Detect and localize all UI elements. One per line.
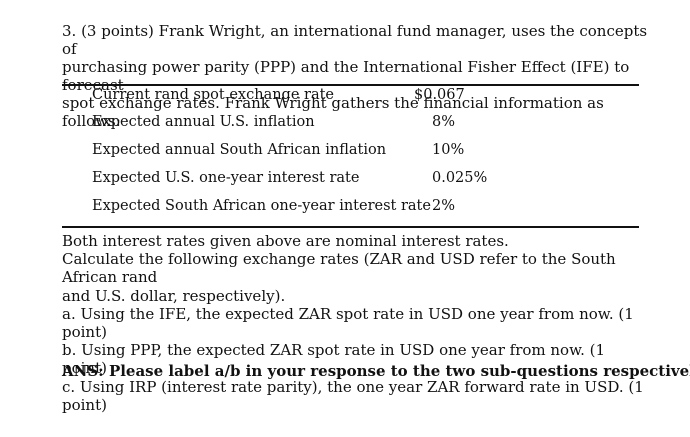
- row-value: $0.067: [414, 87, 465, 103]
- row-value: 0.025%: [432, 170, 488, 186]
- body-line: and U.S. dollar, respectively).: [62, 286, 286, 305]
- intro-line: spot exchange rates. Frank Wright gather…: [62, 94, 604, 130]
- body-line: Calculate the following exchange rates (…: [62, 250, 616, 287]
- row-value: 10%: [432, 142, 465, 158]
- answer-instruction: ANS: Please label a/b in your response t…: [62, 362, 690, 380]
- row-label: Expected U.S. one-year interest rate: [92, 170, 360, 186]
- sub-question-a: a. Using the IFE, the expected ZAR spot …: [62, 304, 634, 342]
- table-row: Expected U.S. one-year interest rate 0.0…: [62, 166, 639, 194]
- sub-question-b: b. Using PPP, the expected ZAR spot rate…: [62, 341, 606, 378]
- financial-info-table: Current rand spot exchange rate $0.067 E…: [62, 84, 639, 228]
- row-value: 2%: [432, 198, 456, 214]
- question-body: Both interest rates given above are nomi…: [62, 232, 654, 414]
- body-line: Both interest rates given above are nomi…: [62, 232, 509, 250]
- table-row: Expected annual U.S. inflation 8%: [62, 110, 639, 138]
- row-label: Current rand spot exchange rate: [92, 87, 335, 103]
- intro-line: 3. (3 points) Frank Wright, an internati…: [62, 22, 648, 58]
- row-label: Expected South African one-year interest…: [92, 198, 431, 214]
- row-label: Expected annual U.S. inflation: [92, 114, 315, 130]
- sub-question-c: c. Using IRP (interest rate parity), the…: [62, 377, 644, 414]
- row-label: Expected annual South African inflation: [92, 142, 387, 158]
- row-value: 8%: [432, 114, 456, 130]
- table-row: Current rand spot exchange rate $0.067: [62, 86, 639, 110]
- table-row: Expected South African one-year interest…: [62, 194, 639, 226]
- table-row: Expected annual South African inflation …: [62, 138, 639, 166]
